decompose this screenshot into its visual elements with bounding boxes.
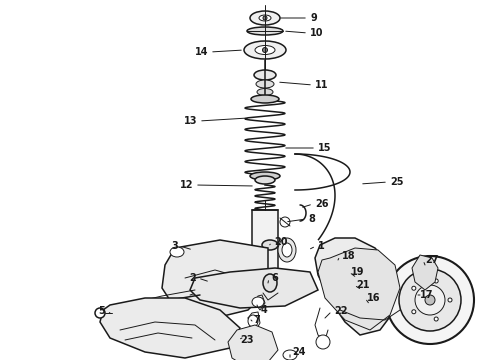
Text: 26: 26: [315, 199, 328, 209]
Ellipse shape: [386, 256, 474, 344]
Polygon shape: [228, 325, 278, 360]
Text: 25: 25: [390, 177, 403, 187]
Text: 7: 7: [253, 315, 260, 325]
Ellipse shape: [412, 286, 416, 290]
Ellipse shape: [366, 296, 374, 304]
Text: 3: 3: [171, 241, 178, 251]
Ellipse shape: [252, 297, 264, 307]
Text: 14: 14: [195, 47, 208, 57]
Ellipse shape: [170, 247, 184, 257]
Ellipse shape: [263, 16, 267, 20]
Text: 18: 18: [342, 251, 356, 261]
Ellipse shape: [412, 310, 416, 314]
Text: 11: 11: [315, 80, 328, 90]
Text: 22: 22: [334, 306, 347, 316]
Polygon shape: [412, 255, 438, 290]
Polygon shape: [252, 270, 278, 282]
Text: 21: 21: [356, 280, 369, 290]
Polygon shape: [190, 268, 318, 308]
Ellipse shape: [278, 238, 296, 262]
Ellipse shape: [262, 240, 278, 250]
Ellipse shape: [247, 27, 283, 35]
Text: 6: 6: [271, 273, 278, 283]
Ellipse shape: [351, 281, 389, 319]
Ellipse shape: [434, 317, 438, 321]
Text: 16: 16: [367, 293, 381, 303]
Text: 15: 15: [318, 143, 332, 153]
Ellipse shape: [256, 80, 274, 88]
Text: 5: 5: [98, 306, 105, 316]
Ellipse shape: [283, 350, 297, 360]
Ellipse shape: [263, 48, 268, 53]
Ellipse shape: [434, 279, 438, 283]
Ellipse shape: [255, 176, 275, 184]
Ellipse shape: [359, 289, 381, 311]
Ellipse shape: [244, 41, 286, 59]
Text: 8: 8: [308, 214, 315, 224]
Polygon shape: [315, 238, 400, 335]
Text: 2: 2: [189, 273, 196, 283]
Ellipse shape: [259, 15, 271, 21]
Text: 1: 1: [318, 241, 325, 251]
Ellipse shape: [316, 335, 330, 349]
Text: 13: 13: [183, 116, 197, 126]
Ellipse shape: [248, 315, 258, 327]
Ellipse shape: [250, 11, 280, 25]
Text: 10: 10: [310, 28, 323, 38]
Ellipse shape: [255, 45, 275, 54]
Ellipse shape: [280, 217, 290, 227]
Ellipse shape: [254, 70, 276, 80]
Text: 23: 23: [240, 335, 253, 345]
Text: 12: 12: [179, 180, 193, 190]
Ellipse shape: [448, 298, 452, 302]
Text: 24: 24: [292, 347, 305, 357]
Text: 4: 4: [261, 305, 268, 315]
Ellipse shape: [263, 274, 277, 292]
Ellipse shape: [399, 269, 461, 331]
Text: 17: 17: [420, 290, 434, 300]
Ellipse shape: [415, 285, 445, 315]
Ellipse shape: [257, 89, 273, 95]
Polygon shape: [162, 240, 268, 318]
Ellipse shape: [425, 295, 435, 305]
Ellipse shape: [250, 172, 280, 180]
Text: 9: 9: [310, 13, 317, 23]
Polygon shape: [318, 248, 400, 330]
Text: 19: 19: [351, 267, 365, 277]
Polygon shape: [100, 298, 240, 358]
Polygon shape: [252, 210, 278, 270]
Text: 20: 20: [274, 237, 288, 247]
Ellipse shape: [251, 95, 279, 103]
Ellipse shape: [282, 243, 292, 257]
Text: 27: 27: [425, 255, 439, 265]
Ellipse shape: [95, 308, 105, 318]
